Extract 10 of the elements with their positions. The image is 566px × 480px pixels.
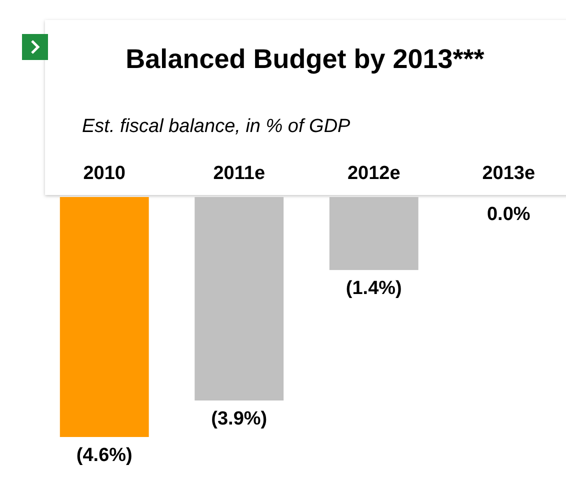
x-tick-label: 2010 xyxy=(83,163,126,184)
data-label: (3.9%) xyxy=(211,408,268,430)
data-label: (4.6%) xyxy=(76,445,132,466)
chart-title: Balanced Budget by 2013*** xyxy=(126,44,485,74)
x-tick-label: 2013e xyxy=(482,163,536,184)
chart-subtitle: Est. fiscal balance, in % of GDP xyxy=(82,116,351,137)
data-label: (1.4%) xyxy=(346,278,402,300)
x-tick-label: 2011e xyxy=(213,163,266,184)
data-label: 0.0% xyxy=(486,204,530,225)
x-tick-label: 2012e xyxy=(347,163,400,184)
